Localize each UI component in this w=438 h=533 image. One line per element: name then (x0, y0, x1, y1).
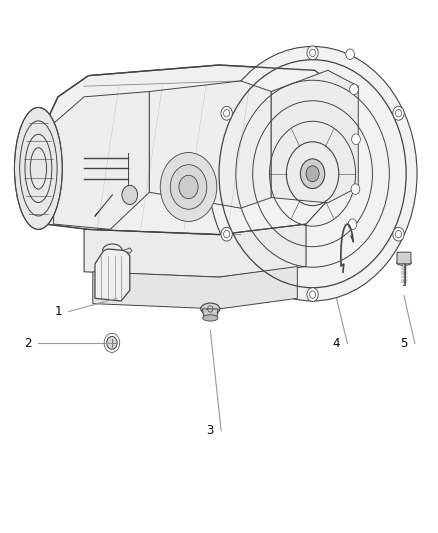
Polygon shape (271, 70, 358, 203)
Circle shape (307, 46, 318, 60)
Circle shape (393, 227, 404, 241)
Ellipse shape (203, 315, 218, 321)
Text: 3: 3 (207, 424, 214, 438)
Polygon shape (202, 309, 218, 318)
Circle shape (306, 166, 319, 182)
Circle shape (170, 165, 207, 209)
Circle shape (107, 336, 117, 349)
Circle shape (221, 107, 232, 120)
Circle shape (352, 134, 360, 144)
Circle shape (346, 49, 354, 60)
Circle shape (160, 152, 217, 221)
Polygon shape (53, 92, 149, 229)
Circle shape (351, 184, 360, 195)
Circle shape (122, 185, 138, 205)
Circle shape (350, 84, 358, 95)
Polygon shape (93, 266, 297, 309)
Polygon shape (149, 81, 271, 208)
Ellipse shape (396, 260, 411, 265)
Circle shape (179, 175, 198, 199)
Circle shape (348, 219, 357, 230)
Circle shape (393, 107, 404, 120)
Polygon shape (123, 248, 132, 253)
Polygon shape (41, 65, 350, 235)
Polygon shape (95, 249, 130, 301)
Text: 4: 4 (333, 337, 340, 350)
Circle shape (221, 227, 232, 241)
Circle shape (300, 159, 325, 189)
Text: 1: 1 (54, 305, 62, 318)
Circle shape (208, 46, 417, 301)
Circle shape (307, 288, 318, 302)
FancyBboxPatch shape (397, 252, 411, 264)
Text: 5: 5 (400, 337, 408, 350)
Text: 2: 2 (24, 337, 31, 350)
Ellipse shape (14, 108, 62, 229)
Polygon shape (84, 224, 306, 277)
Ellipse shape (201, 303, 220, 315)
